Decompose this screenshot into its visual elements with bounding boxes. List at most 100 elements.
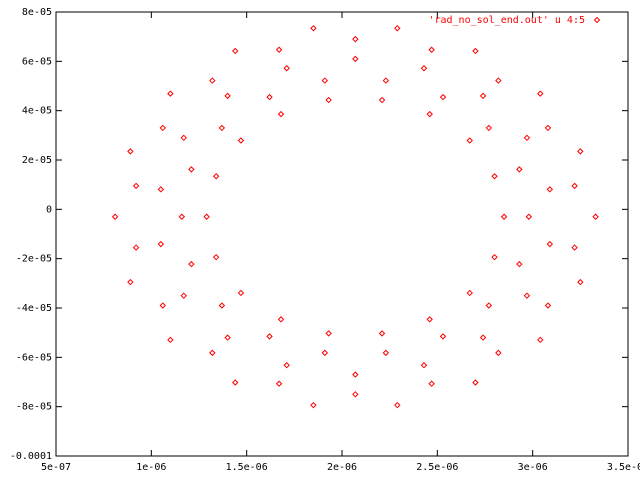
point [209,77,216,84]
x-tick-label: 5e-07 [41,462,71,473]
point [378,330,386,337]
point [495,77,502,84]
point [439,93,447,101]
y-tick-label: -6e-05 [16,352,52,363]
point [352,35,359,43]
point [232,379,239,386]
point [283,362,290,369]
y-tick-label: 4e-05 [22,106,52,117]
point [237,289,245,297]
point [546,240,554,248]
point [188,260,195,268]
point [203,213,210,220]
point [472,379,479,386]
point [394,401,401,409]
point [209,349,216,357]
point [352,391,359,398]
point [523,134,531,142]
point [516,260,523,268]
point [525,213,533,220]
point [544,124,552,132]
y-tick-label: -8e-05 [16,402,52,413]
point [479,92,487,100]
point [466,137,473,144]
point [127,148,134,155]
point [132,244,140,251]
point [218,302,226,309]
y-tick-label: -4e-05 [16,303,52,314]
point [537,336,544,344]
point [157,186,165,193]
point [491,253,498,261]
point [378,96,386,104]
point [111,213,119,220]
point [537,90,544,97]
point [224,92,231,100]
point [277,316,285,323]
point [167,336,174,344]
point [428,46,435,53]
point [394,25,401,32]
point [479,334,487,341]
x-tick-label: 1.5e-06 [226,462,268,473]
x-tick-label: 2e-06 [327,462,357,473]
y-tick-label: -2e-05 [16,254,52,265]
point [180,134,187,142]
point [472,47,479,55]
point [157,240,165,248]
point [266,333,273,340]
point [310,25,317,32]
point [466,289,473,297]
point [232,47,239,55]
x-tick-label: 3e-06 [518,462,548,473]
point [544,302,552,309]
plot-frame [55,11,629,457]
point [266,93,273,101]
y-tick-label: 2e-05 [22,155,52,166]
x-tick-label: 3.5e-06 [607,462,640,473]
point [352,55,359,63]
point [485,124,493,132]
point [167,90,174,97]
point [224,334,231,341]
y-tick-label: -0.0001 [10,451,52,462]
point [439,333,447,340]
point [382,349,390,357]
point [523,292,531,299]
point [485,302,493,309]
point [277,110,285,118]
point [516,166,523,173]
point [546,186,554,193]
point [426,110,433,118]
point [310,401,317,409]
y-tick-label: 8e-05 [22,7,52,18]
point [212,253,220,261]
point [218,124,226,132]
point [420,65,428,72]
x-tick-label: 1e-06 [136,462,166,473]
point [178,213,186,220]
point [321,349,329,357]
legend-label: 'rad_no_sol_end.out' u 4:5 [428,15,585,26]
point [382,77,390,84]
point [275,380,283,387]
point [132,182,140,190]
point [237,137,245,144]
point [420,362,428,369]
point [275,46,283,53]
y-tick-label: 6e-05 [22,56,52,67]
point [352,371,359,378]
point [577,278,584,286]
point [428,380,435,387]
legend-marker [593,16,601,24]
point [426,316,433,323]
point [571,244,578,251]
point [592,213,599,220]
point [188,166,195,173]
x-tick-label: 2.5e-06 [416,462,458,473]
point [571,182,578,190]
point [500,213,508,220]
point [180,292,187,299]
